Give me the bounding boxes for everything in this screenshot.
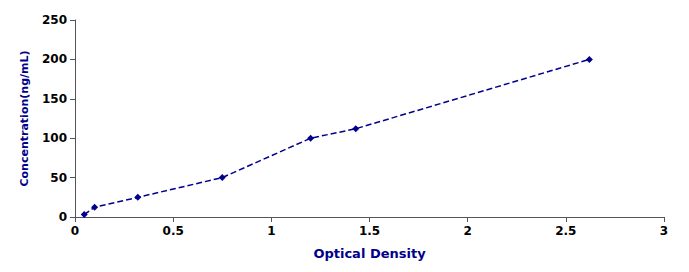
svg-text:2: 2	[463, 224, 471, 238]
svg-text:2.5: 2.5	[555, 224, 576, 238]
svg-text:100: 100	[42, 131, 67, 145]
svg-text:200: 200	[42, 52, 67, 66]
svg-text:0: 0	[59, 210, 67, 224]
svg-text:0.5: 0.5	[163, 224, 184, 238]
svg-text:3: 3	[660, 224, 668, 238]
svg-text:Optical Density: Optical Density	[313, 246, 426, 261]
svg-text:Concentration(ng/mL): Concentration(ng/mL)	[18, 50, 31, 186]
svg-text:150: 150	[42, 92, 67, 106]
svg-text:0: 0	[71, 224, 79, 238]
svg-text:1: 1	[267, 224, 275, 238]
svg-text:50: 50	[50, 171, 67, 185]
svg-text:250: 250	[42, 13, 67, 27]
svg-text:1.5: 1.5	[359, 224, 380, 238]
